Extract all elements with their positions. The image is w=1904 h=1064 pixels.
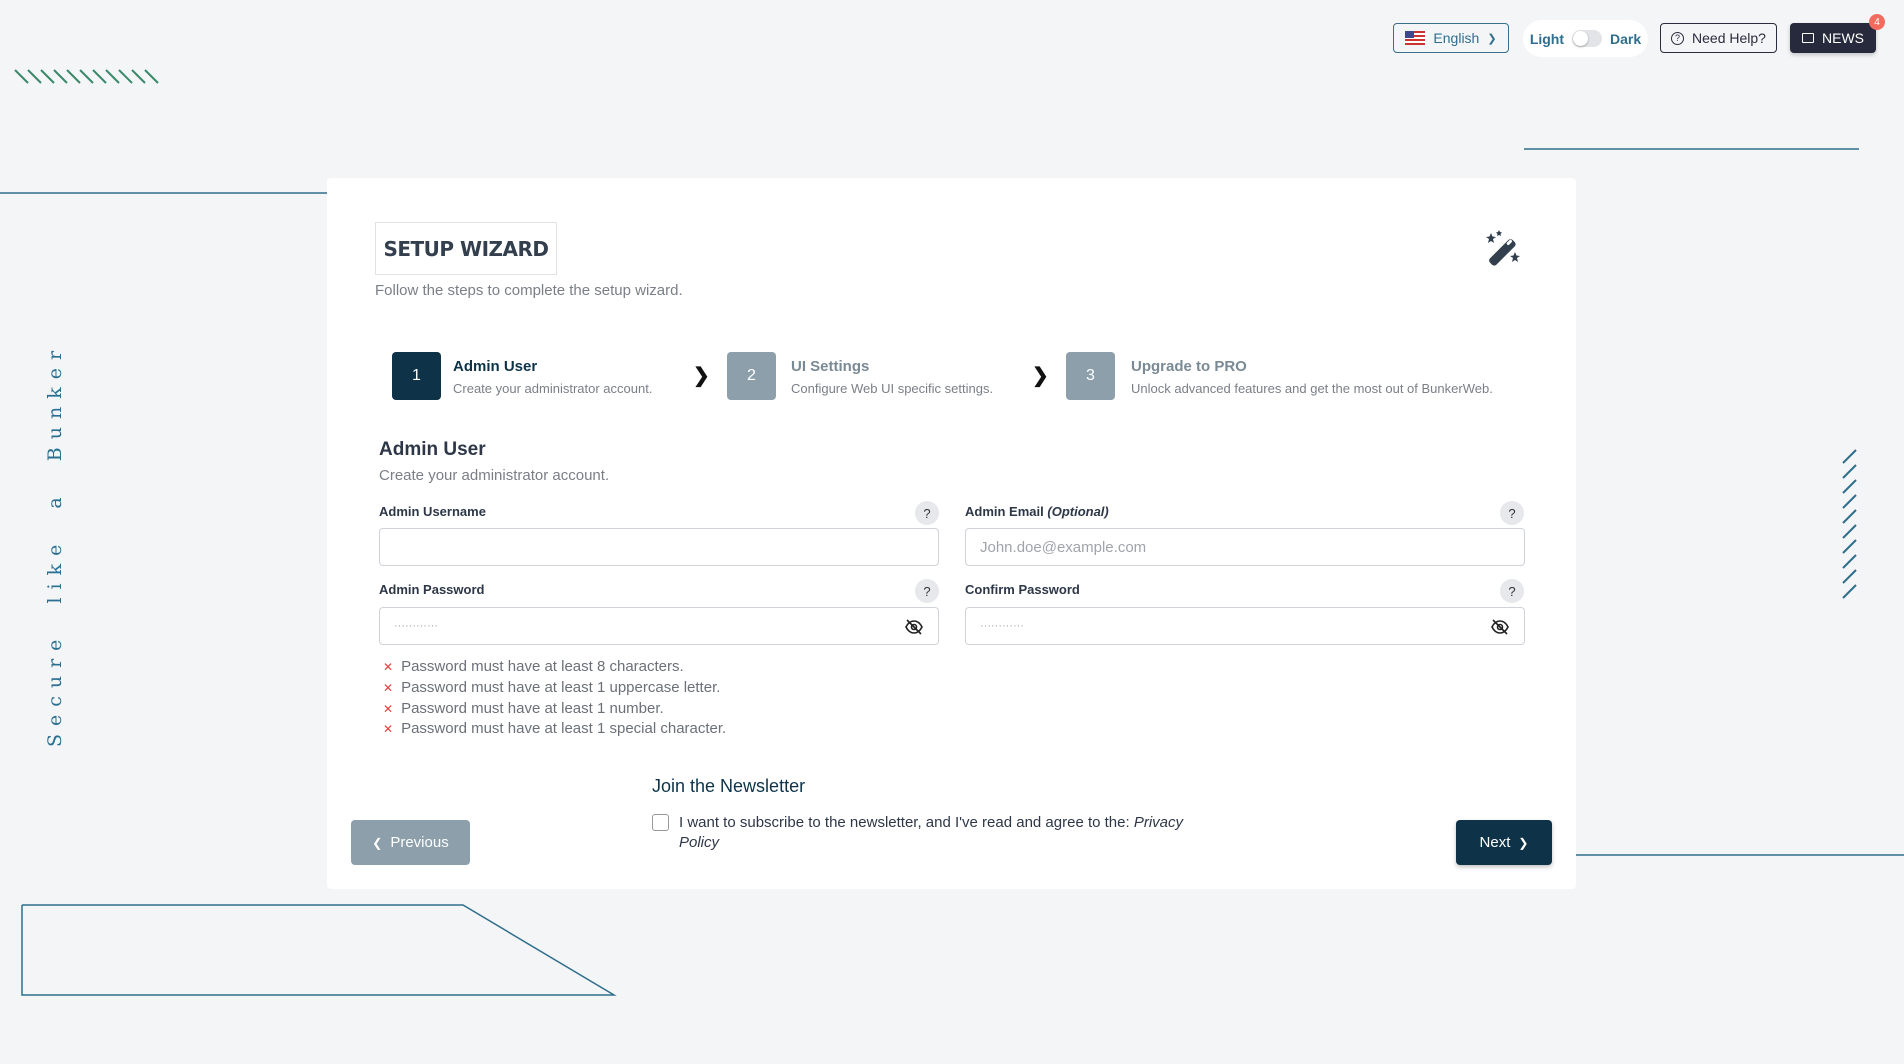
newsletter-consent-text: I want to subscribe to the newsletter, a… — [679, 814, 1134, 831]
username-help-icon[interactable]: ? — [915, 501, 939, 525]
step-2-desc: Configure Web UI specific settings. — [791, 381, 994, 396]
email-help-icon[interactable]: ? — [1500, 501, 1524, 525]
eye-slash-icon[interactable] — [904, 617, 924, 637]
theme-toggle[interactable]: Light Dark — [1523, 20, 1648, 57]
username-input[interactable] — [379, 528, 939, 566]
username-label: Admin Username — [379, 504, 486, 519]
password-rule: ✕ Password must have at least 1 uppercase… — [383, 679, 721, 696]
x-icon: ✕ — [383, 681, 394, 695]
step-3-title: Upgrade to PRO — [1131, 358, 1247, 375]
theme-dark-label: Dark — [1610, 30, 1642, 47]
theme-light-label: Light — [1529, 30, 1565, 47]
newspaper-icon — [1802, 33, 1814, 43]
step-2-number[interactable]: 2 — [727, 352, 776, 400]
chevron-right-icon: ❯ — [1518, 835, 1529, 850]
side-slogan: Secure like a Bunker — [44, 342, 66, 748]
magic-wand-icon — [1486, 230, 1520, 266]
password-help-icon[interactable]: ? — [915, 579, 939, 603]
news-button[interactable]: NEWS — [1790, 23, 1876, 53]
need-help-label: Need Help? — [1692, 30, 1766, 46]
language-label: English — [1433, 30, 1480, 46]
confirm-placeholder: ············ — [980, 620, 1024, 632]
step-1-number[interactable]: 1 — [392, 352, 441, 400]
email-input[interactable]: John.doe@example.com — [965, 528, 1525, 566]
password-rule: ✕ Password must have at least 8 character… — [383, 658, 684, 675]
password-label: Admin Password — [379, 582, 485, 597]
news-count-badge: 4 — [1869, 14, 1885, 30]
password-placeholder: ············ — [394, 620, 438, 632]
x-icon: ✕ — [383, 660, 394, 674]
password-input[interactable]: ············ — [379, 607, 939, 645]
section-desc: Create your administrator account. — [379, 467, 610, 484]
chevron-left-icon: ❮ — [372, 835, 383, 850]
chevron-down-icon: ❯ — [1487, 32, 1497, 45]
step-2-title: UI Settings — [791, 358, 870, 375]
next-label: Next — [1479, 834, 1511, 851]
confirm-password-label: Confirm Password — [965, 582, 1080, 597]
us-flag-icon — [1405, 31, 1426, 45]
x-icon: ✕ — [383, 702, 394, 716]
step-1-title: Admin User — [453, 358, 538, 375]
newsletter-title: Join the Newsletter — [652, 776, 806, 796]
chevron-right-icon: ❯ — [693, 365, 710, 387]
password-rule: ✕ Password must have at least 1 number. — [383, 700, 664, 717]
email-label-text: Admin Email — [965, 504, 1044, 519]
chevron-right-icon: ❯ — [1032, 365, 1049, 387]
password-rule: ✕ Password must have at least 1 special c… — [383, 720, 727, 737]
previous-button[interactable]: ❮ Previous — [351, 820, 470, 865]
newsletter-consent: I want to subscribe to the newsletter, a… — [679, 813, 1219, 853]
page-subtitle: Follow the steps to complete the setup w… — [375, 282, 683, 299]
page-title: SETUP WIZARD — [375, 222, 557, 275]
section-title: Admin User — [379, 439, 486, 460]
eye-slash-icon[interactable] — [1490, 617, 1510, 637]
next-button[interactable]: Next ❯ — [1456, 820, 1552, 865]
newsletter-checkbox[interactable] — [652, 814, 669, 831]
confirm-help-icon[interactable]: ? — [1500, 579, 1524, 603]
theme-switch[interactable] — [1572, 30, 1603, 47]
step-3-desc: Unlock advanced features and get the mos… — [1131, 381, 1493, 396]
need-help-button[interactable]: ? Need Help? — [1660, 23, 1777, 53]
step-3-number[interactable]: 3 — [1066, 352, 1115, 400]
privacy-policy-link[interactable]: Privacy Policy — [679, 814, 1183, 851]
language-select[interactable]: English ❯ — [1393, 23, 1509, 53]
previous-label: Previous — [390, 834, 449, 851]
x-icon: ✕ — [383, 722, 394, 736]
email-label: Admin Email (Optional) — [965, 504, 1109, 519]
email-optional-label: (Optional) — [1047, 504, 1109, 519]
step-1-desc: Create your administrator account. — [453, 381, 653, 396]
news-label: NEWS — [1822, 30, 1864, 46]
question-circle-icon: ? — [1671, 31, 1685, 45]
confirm-password-input[interactable]: ············ — [965, 607, 1525, 645]
